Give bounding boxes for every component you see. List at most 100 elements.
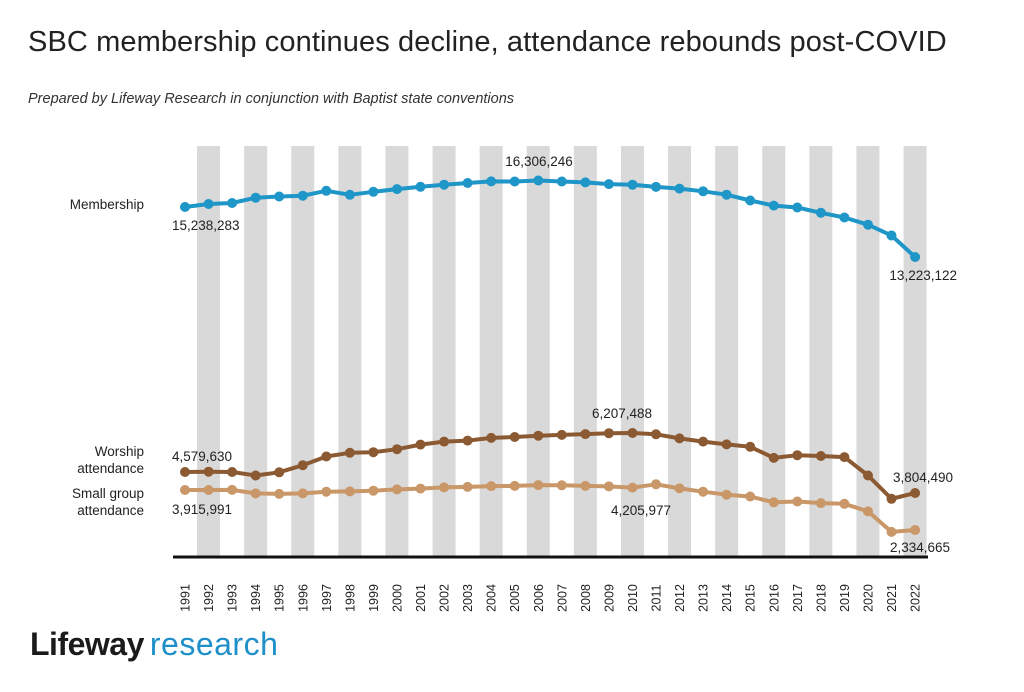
data-point-worship-2016 [768, 452, 779, 463]
data-point-membership-2012 [674, 183, 685, 194]
data-point-worship-1992 [203, 466, 214, 477]
data-point-worship-2004 [486, 432, 497, 443]
x-tick-label-2017: 2017 [791, 584, 805, 612]
data-point-worship-2005 [509, 432, 520, 442]
x-tick-label-1995: 1995 [273, 584, 287, 612]
data-point-worship-2003 [462, 435, 473, 446]
x-tick-label-2000: 2000 [390, 584, 404, 612]
data-point-membership-2002 [439, 179, 450, 190]
x-tick-label-2006: 2006 [532, 584, 546, 612]
data-point-worship-2000 [392, 444, 402, 455]
x-tick-label-2012: 2012 [673, 584, 687, 612]
lifeway-research-logo: Lifeway research [30, 626, 278, 663]
x-tick-label-2010: 2010 [626, 584, 640, 612]
grid-band-2014 [715, 146, 739, 557]
series-label-worship-line1: Worship [95, 444, 144, 459]
data-point-smallgroup-2008 [580, 480, 591, 491]
x-tick-label-1991: 1991 [179, 584, 193, 612]
x-tick-label-2021: 2021 [885, 584, 899, 612]
x-tick-label-1992: 1992 [202, 584, 216, 612]
x-tick-label-1994: 1994 [249, 584, 263, 612]
data-point-smallgroup-2013 [698, 486, 709, 497]
grid-band-1992 [197, 146, 221, 557]
data-point-smallgroup-2006 [533, 480, 544, 491]
x-tick-label-2001: 2001 [414, 584, 428, 612]
data-point-smallgroup-2019 [839, 498, 850, 509]
data-point-worship-2013 [698, 436, 709, 447]
logo-word-lifeway: Lifeway [30, 626, 144, 662]
data-label-smallgroup-2010: 4,205,977 [611, 503, 671, 518]
data-point-smallgroup-1999 [368, 485, 379, 496]
data-point-smallgroup-2022 [910, 525, 921, 535]
data-point-membership-2010 [627, 179, 638, 190]
data-point-worship-2002 [439, 436, 450, 447]
data-point-worship-2017 [792, 450, 803, 461]
data-point-smallgroup-2001 [415, 483, 426, 494]
grid-band-2002 [432, 146, 456, 557]
data-point-membership-2005 [509, 176, 520, 187]
data-point-smallgroup-2004 [486, 481, 497, 492]
data-point-worship-1993 [227, 467, 238, 477]
data-point-membership-1995 [274, 191, 285, 202]
data-point-membership-1996 [297, 190, 308, 201]
data-point-membership-2004 [486, 176, 497, 187]
series-label-smallgroup-line1: Small group [72, 486, 144, 501]
data-point-membership-2014 [721, 189, 732, 200]
data-point-smallgroup-2007 [556, 480, 567, 491]
data-point-worship-2007 [556, 429, 567, 440]
data-point-worship-2014 [721, 439, 732, 450]
data-point-membership-2009 [603, 179, 614, 190]
x-tick-label-2005: 2005 [508, 584, 522, 612]
series-worship [180, 428, 921, 504]
data-point-worship-2010 [627, 428, 638, 438]
data-point-membership-2003 [462, 178, 473, 188]
data-point-worship-2008 [580, 429, 591, 440]
data-point-membership-2013 [698, 186, 709, 197]
data-point-worship-2021 [886, 493, 897, 504]
x-tick-label-1998: 1998 [343, 584, 357, 612]
data-point-smallgroup-2016 [768, 497, 779, 508]
data-point-smallgroup-1997 [321, 486, 332, 497]
grid-band-2008 [573, 146, 597, 557]
x-axis-ticks: 1991 1992 1993 1994 1995 1996 1997 1998 1999 2000… [179, 584, 923, 612]
x-tick-label-1996: 1996 [296, 584, 310, 612]
data-point-membership-1993 [227, 198, 238, 208]
data-point-smallgroup-2002 [439, 482, 450, 493]
x-tick-label-2019: 2019 [838, 584, 852, 612]
data-point-worship-2012 [674, 433, 685, 444]
data-point-membership-2011 [651, 181, 661, 192]
data-label-worship-2022: 3,804,490 [893, 470, 953, 485]
data-point-membership-2008 [580, 177, 591, 188]
data-point-membership-1992 [203, 199, 214, 209]
x-tick-label-1999: 1999 [367, 584, 381, 612]
data-point-smallgroup-1994 [250, 488, 261, 499]
grid-band-1994 [244, 146, 268, 557]
data-point-worship-2018 [815, 451, 826, 461]
data-point-smallgroup-2005 [509, 480, 520, 491]
chart-subtitle: Prepared by Lifeway Research in conjunct… [28, 91, 515, 107]
x-tick-label-2008: 2008 [579, 584, 593, 612]
x-tick-label-1993: 1993 [226, 584, 240, 612]
x-tick-label-2016: 2016 [767, 584, 781, 612]
grid-band-2006 [526, 146, 550, 557]
data-point-smallgroup-1996 [297, 488, 308, 499]
series-label-membership-line1: Membership [70, 197, 144, 212]
data-point-smallgroup-1995 [274, 488, 285, 499]
grid-band-2022 [903, 146, 927, 557]
data-point-worship-1997 [321, 451, 332, 462]
data-point-smallgroup-2014 [721, 489, 732, 500]
data-point-membership-2020 [863, 219, 873, 230]
data-point-worship-1996 [297, 460, 308, 471]
grid-band-2012 [668, 146, 692, 557]
x-tick-label-2014: 2014 [720, 584, 734, 612]
data-label-smallgroup-1991: 3,915,991 [172, 502, 232, 517]
data-point-membership-2017 [792, 202, 803, 213]
data-point-membership-2007 [556, 176, 567, 187]
data-point-smallgroup-2018 [815, 498, 826, 509]
data-point-membership-2019 [839, 212, 850, 223]
data-label-smallgroup-2022: 2,334,665 [890, 540, 950, 555]
series-label-smallgroup-line2: attendance [77, 503, 144, 518]
data-label-worship-1991: 4,579,630 [172, 449, 232, 464]
data-point-smallgroup-2015 [745, 491, 756, 502]
data-point-smallgroup-1993 [227, 484, 238, 495]
